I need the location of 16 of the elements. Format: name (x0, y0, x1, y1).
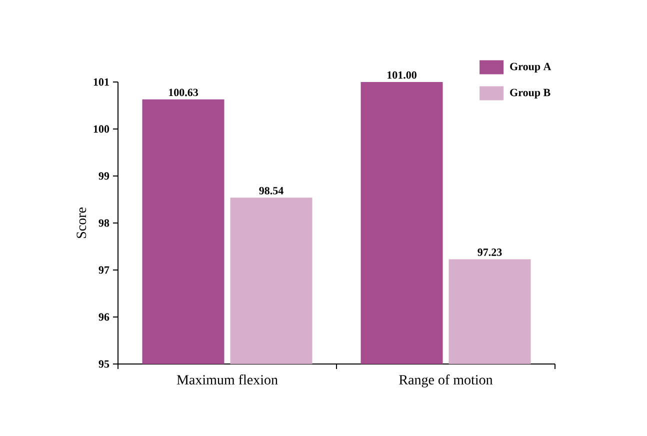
y-tick-label: 101 (94, 78, 109, 86)
legend-label: Group B (510, 88, 550, 98)
y-tick-label: 98 (98, 219, 110, 227)
y-tick-label: 95 (98, 360, 110, 368)
data-label: 101.00 (388, 71, 416, 79)
y-tick-label: 96 (98, 313, 110, 321)
y-tick-label: 99 (98, 172, 110, 180)
data-label: 98.54 (259, 186, 284, 194)
x-tick-label: Maximum flexion (176, 374, 278, 385)
y-axis-title: Score (76, 208, 86, 238)
y-tick-label: 97 (98, 266, 110, 274)
data-label: 100.63 (169, 88, 198, 96)
legend-label: Group A (510, 62, 552, 72)
x-tick-label: Range of motion (399, 374, 493, 388)
data-label: 97.23 (478, 248, 502, 256)
y-tick-label: 100 (94, 125, 110, 133)
